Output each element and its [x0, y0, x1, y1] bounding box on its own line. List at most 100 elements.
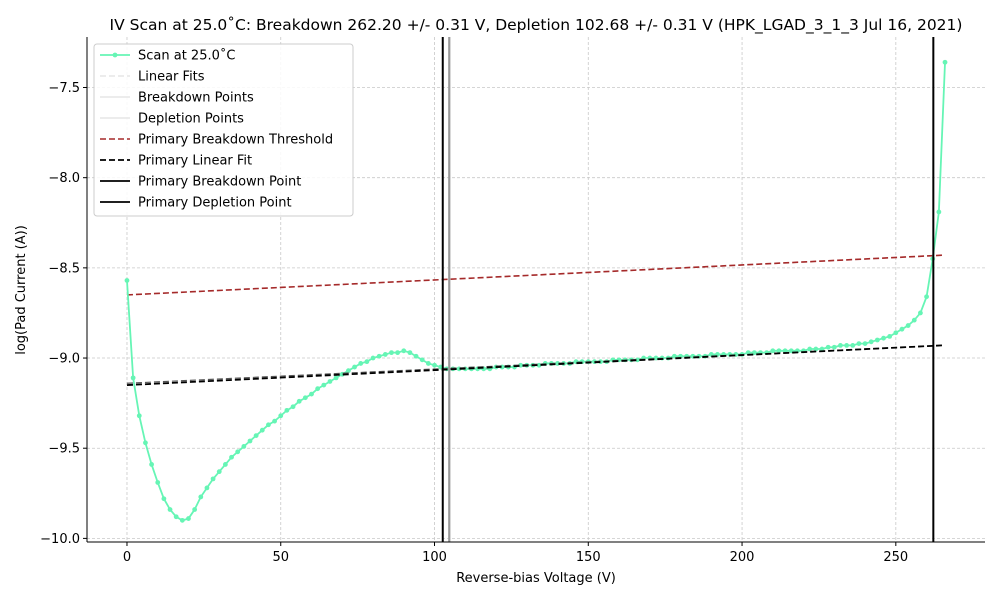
plot-series	[124, 37, 948, 542]
scan-data-point	[807, 346, 813, 352]
scan-data-point	[376, 353, 382, 359]
scan-data-point	[358, 361, 364, 366]
scan-data-point	[216, 469, 222, 475]
scan-data-point	[862, 341, 868, 347]
scan-data-point	[278, 413, 284, 419]
scan-data-point	[161, 496, 167, 502]
scan-data-point	[905, 323, 911, 328]
scan-data-point	[432, 362, 437, 368]
scan-data-point	[198, 494, 204, 500]
y-tick-label: −8.5	[48, 261, 80, 276]
scan-data-point	[333, 375, 339, 381]
legend-label-1: Linear Fits	[138, 70, 205, 85]
legend-marker-0	[112, 52, 118, 58]
scan-data-point	[850, 343, 856, 348]
scan-data-point	[130, 375, 136, 381]
scan-data-point	[290, 404, 296, 410]
legend-label-2: Breakdown Points	[138, 91, 254, 106]
scan-data-point	[413, 353, 419, 359]
scan-data-point	[173, 514, 179, 520]
scan-data-point	[776, 348, 782, 354]
scan-data-point	[899, 326, 905, 332]
legend-label-4: Primary Breakdown Threshold	[138, 133, 333, 148]
scan-data-point	[893, 330, 899, 336]
scan-data-point	[302, 395, 308, 401]
scan-data-point	[229, 454, 234, 460]
x-tick-label: 100	[422, 550, 447, 565]
scan-data-point	[942, 59, 948, 65]
scan-data-point	[831, 344, 837, 350]
x-tick-label: 250	[883, 550, 908, 565]
x-tick-label: 0	[123, 550, 131, 565]
scan-data-point	[136, 413, 142, 419]
legend-label-6: Primary Breakdown Point	[138, 175, 301, 190]
scan-data-point	[296, 398, 302, 404]
scan-data-point	[179, 517, 185, 523]
scan-data-point	[407, 350, 413, 356]
axes-spines	[86, 37, 985, 543]
scan-data-point	[284, 407, 290, 413]
scan-data-point	[222, 462, 228, 467]
scan-data-point	[321, 382, 327, 388]
legend-label-7: Primary Depletion Point	[138, 196, 292, 211]
scan-data-point	[813, 346, 819, 352]
scan-data-point	[881, 335, 886, 341]
scan-data-point	[911, 317, 917, 323]
grid-lines	[87, 37, 985, 542]
scan-data-point	[819, 346, 825, 352]
scan-data-point	[352, 364, 357, 370]
x-tick-label: 50	[272, 550, 289, 565]
scan-data-point	[856, 341, 862, 347]
scan-data-point	[419, 357, 425, 363]
scan-data-point	[327, 379, 333, 384]
scan-data-point	[936, 209, 942, 215]
scan-data-point	[653, 355, 659, 361]
scan-data-point	[844, 343, 850, 348]
scan-data-point	[235, 449, 241, 455]
scan-data-point	[272, 418, 277, 424]
scan-data-point	[825, 344, 831, 350]
scan-data-point	[364, 359, 370, 365]
y-axis-label: log(Pad Current (A))	[14, 225, 29, 355]
scan-data-point	[253, 433, 259, 438]
scan-data-point	[155, 480, 161, 485]
y-tick-label: −10.0	[40, 532, 80, 547]
primary-linear-fit-line	[126, 344, 942, 386]
scan-data-point	[918, 310, 923, 316]
scan-data-point	[389, 350, 394, 356]
legend-frame	[93, 43, 354, 217]
scan-data-point	[395, 350, 401, 356]
y-tick-label: −8.0	[48, 171, 80, 186]
scan-data-point	[309, 391, 314, 397]
scan-data-point	[887, 333, 893, 339]
scan-data-point	[210, 476, 216, 482]
legend: Scan at 25.0˚C Linear Fits Breakdown Point…	[93, 43, 354, 217]
scan-data-point	[266, 422, 271, 428]
y-tick-label: −9.0	[48, 352, 80, 367]
scan-data-point	[838, 343, 843, 348]
x-axis-label: Reverse-bias Voltage (V)	[456, 571, 616, 586]
axis-ticks: 0 50 100 150 200 250 −10.0 −9.5 −9.0 −8.5 −8.0 −7.5	[40, 81, 908, 565]
scan-data-point	[192, 507, 198, 512]
scan-data-point	[924, 294, 929, 300]
scan-data-point	[770, 348, 776, 354]
scan-data-point	[370, 355, 376, 361]
scan-data-point	[149, 462, 154, 467]
scan-data-point	[259, 427, 265, 433]
scan-data-point	[868, 339, 874, 345]
scan-data-point	[425, 361, 431, 366]
legend-label-3: Depletion Points	[138, 112, 244, 127]
scan-data-point	[401, 348, 407, 354]
scan-data-point	[204, 485, 210, 491]
scan-data-point	[247, 438, 253, 444]
primary-breakdown-threshold-line	[126, 254, 942, 296]
x-tick-label: 200	[730, 550, 755, 565]
scan-data-point	[167, 507, 173, 512]
y-tick-label: −7.5	[48, 81, 80, 96]
scan-data-point	[346, 368, 351, 374]
scan-data-point	[315, 386, 321, 392]
x-tick-label: 150	[576, 550, 601, 565]
scan-data-point	[186, 516, 191, 521]
scan-data-point	[143, 440, 148, 446]
